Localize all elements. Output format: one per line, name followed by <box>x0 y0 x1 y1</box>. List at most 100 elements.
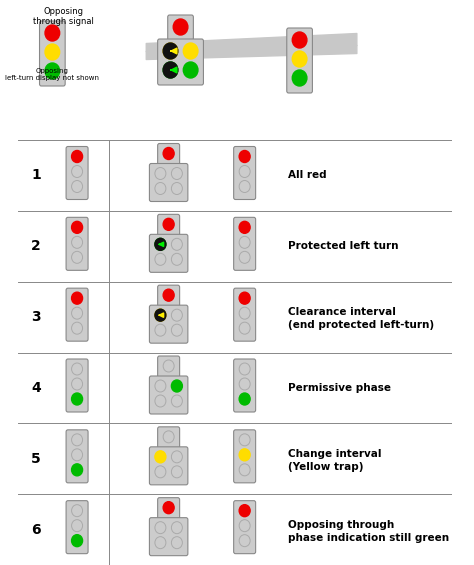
Circle shape <box>183 62 198 78</box>
FancyBboxPatch shape <box>234 430 255 483</box>
FancyBboxPatch shape <box>158 285 180 307</box>
Circle shape <box>163 218 174 231</box>
Circle shape <box>239 393 250 405</box>
Circle shape <box>292 32 307 48</box>
Circle shape <box>45 63 60 79</box>
Circle shape <box>163 360 174 372</box>
Circle shape <box>155 521 166 534</box>
Circle shape <box>155 466 166 478</box>
FancyBboxPatch shape <box>158 427 180 449</box>
Circle shape <box>239 251 250 263</box>
Circle shape <box>239 307 250 319</box>
Circle shape <box>172 537 182 549</box>
Circle shape <box>172 324 182 336</box>
Circle shape <box>163 43 178 59</box>
Text: Opposing
left-turn display not shown: Opposing left-turn display not shown <box>5 68 100 81</box>
Circle shape <box>172 309 182 321</box>
Text: Protected left turn: Protected left turn <box>288 241 398 251</box>
FancyBboxPatch shape <box>149 447 188 485</box>
Circle shape <box>239 378 250 390</box>
Circle shape <box>72 166 82 177</box>
FancyBboxPatch shape <box>234 359 255 412</box>
Text: Opposing
through signal: Opposing through signal <box>33 7 94 27</box>
Circle shape <box>172 167 182 180</box>
FancyBboxPatch shape <box>234 218 255 270</box>
Circle shape <box>172 380 182 392</box>
Text: (Yellow trap): (Yellow trap) <box>288 462 363 472</box>
Text: 4: 4 <box>31 381 41 395</box>
Circle shape <box>163 502 174 514</box>
FancyBboxPatch shape <box>158 144 180 166</box>
Circle shape <box>292 70 307 86</box>
Circle shape <box>155 324 166 336</box>
FancyBboxPatch shape <box>158 498 180 520</box>
Circle shape <box>172 253 182 266</box>
FancyBboxPatch shape <box>66 146 88 199</box>
Circle shape <box>172 466 182 478</box>
Text: phase indication still green: phase indication still green <box>288 533 449 542</box>
Text: All red: All red <box>288 171 326 180</box>
Circle shape <box>155 253 166 266</box>
Circle shape <box>239 505 250 516</box>
Circle shape <box>239 180 250 193</box>
Circle shape <box>155 380 166 392</box>
Circle shape <box>72 378 82 390</box>
Circle shape <box>163 62 178 78</box>
Circle shape <box>155 451 166 463</box>
FancyBboxPatch shape <box>66 218 88 270</box>
Circle shape <box>45 44 60 60</box>
Circle shape <box>72 449 82 461</box>
FancyBboxPatch shape <box>234 501 255 554</box>
Circle shape <box>239 464 250 476</box>
Text: 3: 3 <box>31 310 41 324</box>
Circle shape <box>45 25 60 41</box>
Circle shape <box>155 238 166 250</box>
Circle shape <box>239 221 250 233</box>
Circle shape <box>155 238 166 250</box>
Circle shape <box>239 434 250 446</box>
FancyBboxPatch shape <box>66 501 88 554</box>
Circle shape <box>163 147 174 159</box>
FancyBboxPatch shape <box>287 28 312 93</box>
FancyBboxPatch shape <box>149 305 188 343</box>
Circle shape <box>172 182 182 194</box>
Circle shape <box>72 322 82 334</box>
Circle shape <box>183 43 198 59</box>
Circle shape <box>155 309 166 321</box>
Circle shape <box>72 307 82 319</box>
Circle shape <box>239 236 250 249</box>
Circle shape <box>239 449 250 461</box>
Circle shape <box>155 395 166 407</box>
Circle shape <box>239 292 250 304</box>
FancyBboxPatch shape <box>234 288 255 341</box>
FancyBboxPatch shape <box>168 15 193 41</box>
Text: Opposing through: Opposing through <box>288 520 394 529</box>
FancyBboxPatch shape <box>39 21 65 86</box>
FancyBboxPatch shape <box>149 234 188 272</box>
Text: Change interval: Change interval <box>288 449 381 459</box>
FancyBboxPatch shape <box>158 214 180 236</box>
Text: Permissive phase: Permissive phase <box>288 383 391 393</box>
FancyBboxPatch shape <box>149 376 188 414</box>
Circle shape <box>72 292 82 304</box>
Circle shape <box>239 520 250 532</box>
Circle shape <box>163 431 174 443</box>
Text: 2: 2 <box>31 239 41 253</box>
Circle shape <box>72 363 82 375</box>
Circle shape <box>72 180 82 193</box>
Circle shape <box>172 451 182 463</box>
Circle shape <box>173 19 188 35</box>
FancyBboxPatch shape <box>149 518 188 555</box>
Circle shape <box>72 520 82 532</box>
Circle shape <box>172 395 182 407</box>
Circle shape <box>72 505 82 516</box>
FancyBboxPatch shape <box>158 356 180 378</box>
Circle shape <box>172 521 182 534</box>
Circle shape <box>72 150 82 163</box>
FancyBboxPatch shape <box>158 39 203 85</box>
Circle shape <box>239 322 250 334</box>
Text: 6: 6 <box>31 523 41 537</box>
FancyBboxPatch shape <box>234 146 255 199</box>
Circle shape <box>72 534 82 547</box>
Circle shape <box>155 537 166 549</box>
